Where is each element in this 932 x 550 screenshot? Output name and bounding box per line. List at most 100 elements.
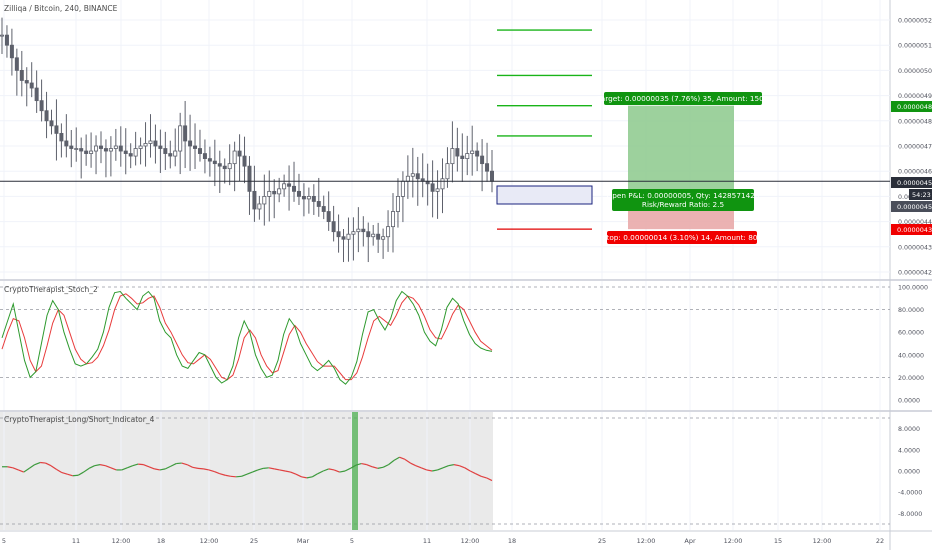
candle-body [59, 132, 64, 142]
candle-body [94, 145, 99, 152]
ls-segment [18, 469, 24, 473]
candle-body [178, 125, 183, 152]
time-tick-label: 15 [774, 537, 782, 545]
ls-segment [241, 473, 248, 477]
candle-body [415, 173, 420, 180]
countdown-badge: 54:23 [909, 189, 932, 200]
ls-segment [415, 465, 422, 469]
candle-body [277, 188, 282, 195]
ls-segment [453, 464, 460, 467]
time-tick-label: Mar [297, 537, 310, 545]
time-tick-label: Apr [684, 537, 696, 545]
candle-body [336, 231, 341, 238]
candle-body [465, 153, 470, 159]
time-tick-label: 25 [250, 537, 258, 545]
ls-segment [7, 466, 14, 469]
candle-body [267, 190, 272, 197]
ls-line [2, 412, 493, 530]
pnl-label[interactable]: Open P&L: 0.00000005, Qty: 1428571428 Ri… [606, 189, 760, 211]
candle-body [232, 150, 237, 165]
candle-body [356, 228, 361, 233]
time-tick-label: 12:00 [461, 537, 480, 545]
candle-body [395, 195, 400, 212]
target-label-text: Target: 0.00000035 (7.76%) 35, Amount: 1… [597, 94, 769, 103]
ls-segment [344, 467, 351, 472]
candle-body [400, 180, 405, 197]
candle-body [118, 145, 123, 152]
candle-body [262, 195, 267, 205]
candle-body [237, 150, 242, 157]
ls-segment [236, 475, 242, 478]
stoch-tick-label: 80.0000 [898, 307, 924, 314]
ls-segment [431, 469, 438, 472]
candle-body [306, 195, 311, 200]
ls-segment [469, 470, 476, 475]
ls-segment [143, 464, 150, 468]
candle-body [326, 211, 331, 223]
ls-segment [181, 462, 188, 466]
ls-segment [295, 473, 302, 478]
candle-body [108, 148, 113, 152]
candle-body [163, 148, 168, 154]
candlesticks [0, 17, 494, 263]
stoch-panel[interactable] [0, 281, 890, 410]
candle-body [252, 190, 257, 210]
candle-body [202, 153, 207, 159]
target-label[interactable]: Target: 0.00000035 (7.76%) 35, Amount: 1… [597, 92, 769, 105]
candle-body [475, 150, 480, 157]
ls-tick-label: -8.0000 [898, 511, 922, 518]
stoch-lines [1, 290, 493, 385]
ls-segment [355, 463, 362, 466]
candle-body [242, 155, 247, 167]
ls-segment [56, 468, 63, 474]
candle-body [168, 153, 173, 157]
candle-body [391, 211, 396, 228]
candle-body [371, 233, 376, 238]
candle-body [282, 183, 287, 190]
ls-segment [12, 467, 19, 471]
stoch-tick-label: 100.0000 [898, 285, 928, 292]
candle-body [133, 148, 138, 157]
time-tick-label: 11 [423, 537, 431, 545]
ls-segment [176, 462, 182, 465]
candle-body [227, 163, 232, 170]
ls-segment [45, 462, 52, 467]
candle-body [376, 233, 381, 240]
rr-label-text: Risk/Reward Ratio: 2.5 [642, 200, 724, 209]
ls-segment [361, 462, 367, 466]
candle-body [435, 188, 440, 192]
ls-segment [40, 461, 46, 464]
time-tick-label: 12:00 [813, 537, 832, 545]
ls-segment [437, 467, 444, 471]
candle-body [158, 145, 163, 149]
candle-body [193, 145, 198, 149]
ls-segment [475, 473, 482, 477]
ls-segment [94, 464, 101, 467]
ls-segment [366, 464, 373, 468]
ls-segment [197, 467, 204, 470]
stoch-tick-label: 60.0000 [898, 330, 924, 337]
candle-body [34, 87, 39, 102]
level-lines [0, 29, 890, 230]
candle-body [54, 125, 59, 134]
ls-segment [121, 467, 128, 471]
time-tick-label: 18 [508, 537, 516, 545]
ls-segment [372, 466, 378, 469]
ls-segment [61, 472, 68, 475]
time-tick-label: 25 [598, 537, 606, 545]
candle-body [257, 203, 262, 210]
candle-body [24, 80, 29, 84]
candle-body [0, 34, 4, 37]
svg-text:0.00000486: 0.00000486 [897, 103, 932, 111]
stop-label[interactable]: Stop: 0.00000014 (3.10%) 14, Amount: 800 [602, 231, 763, 244]
candle-body [173, 150, 178, 157]
candle-body [405, 175, 410, 182]
